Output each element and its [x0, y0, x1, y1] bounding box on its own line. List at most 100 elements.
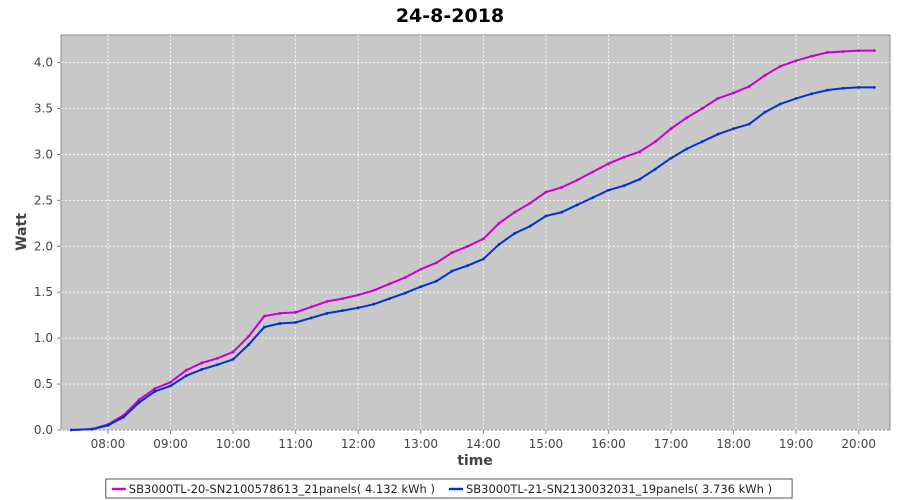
series-1-point — [794, 59, 798, 63]
series-2-point — [184, 374, 188, 378]
series-1-point — [528, 201, 532, 205]
series-1-point — [388, 282, 391, 286]
series-1-point — [137, 398, 141, 402]
y-tick-label: 0.5 — [34, 377, 53, 391]
y-tick-label: 4.0 — [34, 56, 53, 70]
series-2-point — [403, 291, 407, 295]
x-tick-label: 09:00 — [153, 437, 188, 451]
y-tick-label: 2.5 — [34, 193, 53, 207]
y-tick-label: 0.0 — [34, 423, 53, 437]
series-1-point — [857, 49, 861, 53]
series-1-point — [575, 178, 579, 182]
legend-label-2: SB3000TL-21-SN2130032031_19panels( 3.736… — [466, 482, 772, 496]
series-2-point — [388, 297, 391, 301]
series-1-point — [262, 314, 266, 318]
series-2-point — [70, 428, 73, 432]
series-2-point — [560, 210, 563, 214]
series-lines — [70, 49, 876, 432]
series-2-point — [669, 156, 673, 160]
series-1-point — [169, 380, 172, 384]
series-1-point — [685, 116, 689, 120]
series-1-point — [356, 293, 360, 297]
series-2-point — [341, 309, 344, 312]
series-2-point — [607, 188, 610, 192]
y-tick-label: 1.5 — [34, 285, 53, 299]
series-2-point — [622, 184, 626, 188]
series-1-point — [826, 51, 829, 54]
series-1-point — [779, 64, 782, 68]
series-1-point — [466, 244, 470, 248]
series-2-point — [497, 243, 501, 246]
series-2-point — [794, 96, 798, 100]
series-2-point — [434, 279, 438, 283]
legend: SB3000TL-20-SN2100578613_21panels( 4.132… — [105, 478, 793, 499]
series-1-point — [747, 85, 751, 88]
series-2-point — [90, 427, 94, 431]
series-1-point — [434, 261, 438, 265]
series-1-point — [216, 356, 219, 360]
series-1-point — [403, 276, 407, 279]
series-1-point — [653, 140, 657, 143]
series-2-point — [450, 269, 454, 273]
series-2-point — [544, 214, 548, 218]
series-1-point — [841, 50, 845, 53]
series-1-point — [341, 297, 344, 301]
x-tick-label: 20:00 — [841, 437, 876, 451]
x-tick-label: 19:00 — [779, 437, 814, 451]
x-tick-label: 13:00 — [403, 437, 438, 451]
series-2-point — [216, 363, 219, 367]
series-1-point — [591, 170, 595, 174]
series-2-point — [356, 306, 360, 310]
series-1-point — [294, 311, 298, 314]
x-tick-label: 10:00 — [216, 437, 251, 451]
series-2-point — [466, 264, 470, 267]
series-2-point — [591, 196, 595, 199]
x-tick-label: 15:00 — [529, 437, 564, 451]
series-1-point — [732, 91, 735, 95]
series-2-point — [653, 167, 657, 171]
series-2-point — [137, 401, 141, 404]
series-1-point — [669, 127, 673, 131]
series-1-point — [560, 186, 563, 189]
series-1-point — [372, 288, 376, 292]
series-1-point — [419, 267, 423, 271]
series-1-point — [450, 251, 454, 255]
chart-title: 24-8-2018 — [396, 5, 504, 27]
x-tick-label: 12:00 — [341, 437, 376, 451]
series-2-point — [575, 203, 579, 207]
y-axis-label: Watt — [14, 213, 30, 251]
x-tick-label: 16:00 — [591, 437, 626, 451]
series-1-point — [544, 190, 548, 194]
series-1-point — [513, 210, 517, 214]
series-1-point — [607, 162, 610, 166]
series-2-point — [685, 147, 689, 151]
series-1-point — [763, 74, 767, 77]
legend-label-1: SB3000TL-20-SN2100578613_21panels( 4.132… — [129, 482, 435, 496]
series-1-point — [638, 150, 642, 154]
series-1-point — [247, 334, 251, 338]
series-2-point — [716, 132, 720, 136]
series-2-point — [169, 384, 172, 388]
series-1-point — [309, 305, 313, 309]
series-1-point — [872, 49, 876, 53]
series-1-point — [716, 96, 720, 100]
series-2-point — [857, 85, 861, 89]
series-2-point — [325, 311, 329, 315]
series-1-point — [497, 221, 501, 225]
series-2-point — [841, 86, 845, 90]
grid-lines — [61, 35, 890, 431]
series-line-2 — [70, 86, 876, 431]
series-2-point — [247, 343, 251, 346]
series-2-point — [122, 415, 125, 419]
series-2-point — [262, 325, 266, 329]
series-2-point — [278, 322, 282, 325]
x-tick-label: 08:00 — [91, 437, 126, 451]
series-line-1 — [70, 49, 876, 431]
series-2-point — [528, 224, 532, 228]
series-2-point — [810, 92, 814, 96]
series-2-point — [106, 424, 110, 427]
y-tick-label: 2.0 — [34, 239, 53, 253]
series-2-point — [763, 110, 767, 114]
series-2-point — [872, 85, 876, 89]
